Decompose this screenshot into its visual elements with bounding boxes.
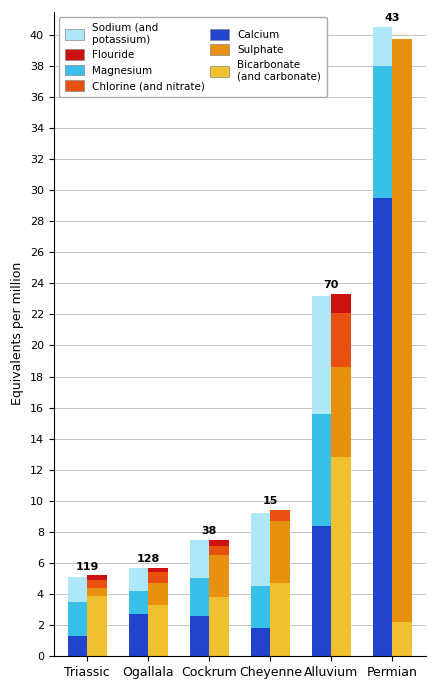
Bar <box>392 622 412 656</box>
Text: 119: 119 <box>76 562 99 571</box>
Bar <box>331 457 351 656</box>
Bar <box>190 578 209 615</box>
Bar <box>270 510 290 521</box>
Bar <box>331 367 351 457</box>
Bar <box>190 540 209 578</box>
Bar <box>251 586 270 628</box>
Bar <box>209 540 229 546</box>
Bar <box>373 66 392 198</box>
Bar <box>68 577 87 602</box>
Y-axis label: Equivalents per million: Equivalents per million <box>11 262 24 406</box>
Bar <box>129 568 148 591</box>
Bar <box>148 605 168 656</box>
Bar <box>331 313 351 367</box>
Legend: Sodium (and
potassium), Flouride, Magnesium, Chlorine (and nitrate), Calcium, Su: Sodium (and potassium), Flouride, Magnes… <box>59 17 327 97</box>
Text: 43: 43 <box>385 13 400 23</box>
Bar <box>373 27 392 66</box>
Bar <box>68 602 87 636</box>
Text: 70: 70 <box>324 280 339 290</box>
Bar <box>148 572 168 583</box>
Bar <box>209 546 229 555</box>
Bar <box>251 513 270 586</box>
Bar <box>209 597 229 656</box>
Bar <box>312 296 331 414</box>
Text: 38: 38 <box>201 526 217 535</box>
Text: 15: 15 <box>263 496 278 506</box>
Bar <box>331 294 351 313</box>
Bar <box>129 614 148 656</box>
Bar <box>312 414 331 526</box>
Bar <box>87 580 107 588</box>
Bar <box>190 615 209 656</box>
Bar <box>270 521 290 583</box>
Bar <box>129 591 148 614</box>
Bar <box>148 583 168 605</box>
Bar <box>87 575 107 580</box>
Bar <box>87 595 107 656</box>
Bar <box>312 526 331 656</box>
Bar <box>87 588 107 595</box>
Bar <box>270 583 290 656</box>
Bar <box>392 39 412 622</box>
Bar <box>373 198 392 656</box>
Text: 128: 128 <box>137 554 160 564</box>
Bar <box>148 568 168 572</box>
Bar <box>251 628 270 656</box>
Bar <box>209 555 229 597</box>
Bar <box>68 636 87 656</box>
